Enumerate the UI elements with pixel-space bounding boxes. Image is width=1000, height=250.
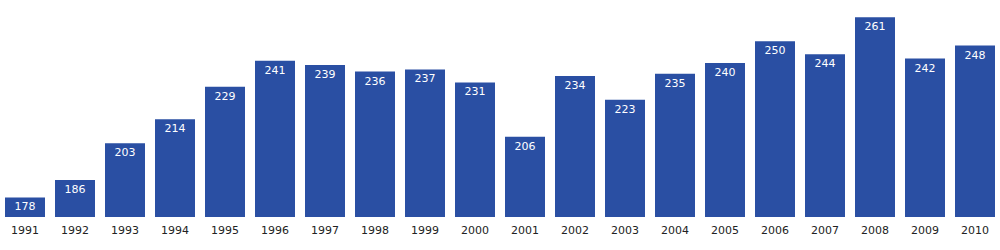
svg-text:214: 214 bbox=[165, 122, 186, 135]
svg-text:2004: 2004 bbox=[661, 224, 689, 237]
svg-text:231: 231 bbox=[465, 85, 486, 98]
svg-text:250: 250 bbox=[765, 44, 786, 57]
svg-text:1992: 1992 bbox=[61, 224, 89, 237]
svg-text:1995: 1995 bbox=[211, 224, 239, 237]
svg-text:2009: 2009 bbox=[911, 224, 939, 237]
svg-text:234: 234 bbox=[565, 79, 586, 92]
svg-text:2008: 2008 bbox=[861, 224, 889, 237]
svg-text:261: 261 bbox=[865, 20, 886, 33]
svg-text:240: 240 bbox=[715, 66, 736, 79]
svg-text:236: 236 bbox=[365, 75, 386, 88]
svg-text:206: 206 bbox=[515, 140, 536, 153]
svg-text:1998: 1998 bbox=[361, 224, 389, 237]
svg-text:2001: 2001 bbox=[511, 224, 539, 237]
svg-text:241: 241 bbox=[265, 64, 286, 77]
svg-text:2002: 2002 bbox=[561, 224, 589, 237]
svg-text:237: 237 bbox=[415, 72, 436, 85]
svg-text:1994: 1994 bbox=[161, 224, 189, 237]
svg-text:2003: 2003 bbox=[611, 224, 639, 237]
svg-text:235: 235 bbox=[665, 77, 686, 90]
svg-text:248: 248 bbox=[965, 49, 986, 62]
svg-text:1996: 1996 bbox=[261, 224, 289, 237]
svg-text:1991: 1991 bbox=[11, 224, 39, 237]
svg-text:1997: 1997 bbox=[311, 224, 339, 237]
svg-text:1999: 1999 bbox=[411, 224, 439, 237]
svg-text:1993: 1993 bbox=[111, 224, 139, 237]
svg-text:242: 242 bbox=[915, 62, 936, 75]
svg-text:2000: 2000 bbox=[461, 224, 489, 237]
svg-text:244: 244 bbox=[815, 57, 836, 70]
svg-text:186: 186 bbox=[65, 183, 86, 196]
svg-text:2005: 2005 bbox=[711, 224, 739, 237]
svg-text:223: 223 bbox=[615, 103, 636, 116]
svg-text:203: 203 bbox=[115, 146, 136, 159]
svg-text:239: 239 bbox=[315, 68, 336, 81]
svg-text:2010: 2010 bbox=[961, 224, 989, 237]
svg-text:2007: 2007 bbox=[811, 224, 839, 237]
svg-text:2006: 2006 bbox=[761, 224, 789, 237]
svg-text:178: 178 bbox=[15, 200, 36, 213]
svg-text:229: 229 bbox=[215, 90, 236, 103]
